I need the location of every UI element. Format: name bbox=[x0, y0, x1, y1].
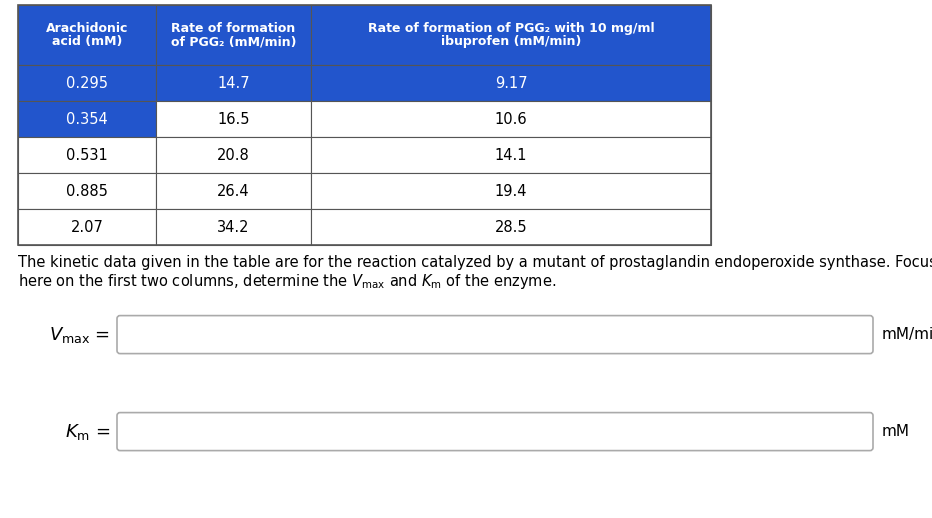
Bar bbox=[156, 65, 311, 101]
Bar bbox=[18, 5, 156, 65]
Text: 14.1: 14.1 bbox=[495, 148, 528, 163]
Text: 0.354: 0.354 bbox=[66, 111, 108, 126]
Bar bbox=[18, 5, 711, 245]
Text: 9.17: 9.17 bbox=[495, 76, 528, 91]
FancyBboxPatch shape bbox=[117, 413, 873, 451]
Text: mM: mM bbox=[882, 424, 910, 439]
Text: 28.5: 28.5 bbox=[495, 220, 528, 235]
Text: 34.2: 34.2 bbox=[217, 220, 250, 235]
Text: 26.4: 26.4 bbox=[217, 183, 250, 198]
Bar bbox=[156, 101, 311, 137]
Text: 0.295: 0.295 bbox=[66, 76, 108, 91]
Text: here on the first two columns, determine the $\mathit{V}_{\mathrm{max}}$ and $\m: here on the first two columns, determine… bbox=[18, 272, 556, 291]
Bar bbox=[18, 137, 156, 173]
Bar bbox=[18, 101, 156, 137]
Text: acid (mM): acid (mM) bbox=[52, 35, 122, 48]
Bar bbox=[311, 137, 711, 173]
FancyBboxPatch shape bbox=[117, 315, 873, 354]
Bar bbox=[156, 5, 311, 65]
Text: of PGG₂ (mM/min): of PGG₂ (mM/min) bbox=[171, 35, 296, 48]
Bar bbox=[156, 209, 311, 245]
Text: Arachidonic: Arachidonic bbox=[46, 22, 129, 35]
Text: Rate of formation: Rate of formation bbox=[171, 22, 295, 35]
Bar bbox=[18, 173, 156, 209]
Bar bbox=[18, 65, 156, 101]
Text: mM/min: mM/min bbox=[882, 327, 932, 342]
Bar bbox=[311, 209, 711, 245]
Text: 16.5: 16.5 bbox=[217, 111, 250, 126]
Text: 0.885: 0.885 bbox=[66, 183, 108, 198]
Bar bbox=[156, 173, 311, 209]
Text: 10.6: 10.6 bbox=[495, 111, 528, 126]
Text: The kinetic data given in the table are for the reaction catalyzed by a mutant o: The kinetic data given in the table are … bbox=[18, 255, 932, 270]
Text: Rate of formation of PGG₂ with 10 mg/ml: Rate of formation of PGG₂ with 10 mg/ml bbox=[368, 22, 654, 35]
Bar bbox=[311, 65, 711, 101]
Text: $\mathit{V}_{\mathrm{max}}$ =: $\mathit{V}_{\mathrm{max}}$ = bbox=[48, 325, 110, 344]
Bar bbox=[311, 5, 711, 65]
Text: 19.4: 19.4 bbox=[495, 183, 528, 198]
Text: ibuprofen (mM/min): ibuprofen (mM/min) bbox=[441, 35, 582, 48]
Text: 20.8: 20.8 bbox=[217, 148, 250, 163]
Text: 14.7: 14.7 bbox=[217, 76, 250, 91]
Bar bbox=[311, 101, 711, 137]
Text: 0.531: 0.531 bbox=[66, 148, 108, 163]
Bar bbox=[18, 209, 156, 245]
Text: 2.07: 2.07 bbox=[71, 220, 103, 235]
Bar bbox=[156, 137, 311, 173]
Text: $\mathit{K}_{\mathrm{m}}$ =: $\mathit{K}_{\mathrm{m}}$ = bbox=[64, 422, 110, 442]
Bar bbox=[311, 173, 711, 209]
